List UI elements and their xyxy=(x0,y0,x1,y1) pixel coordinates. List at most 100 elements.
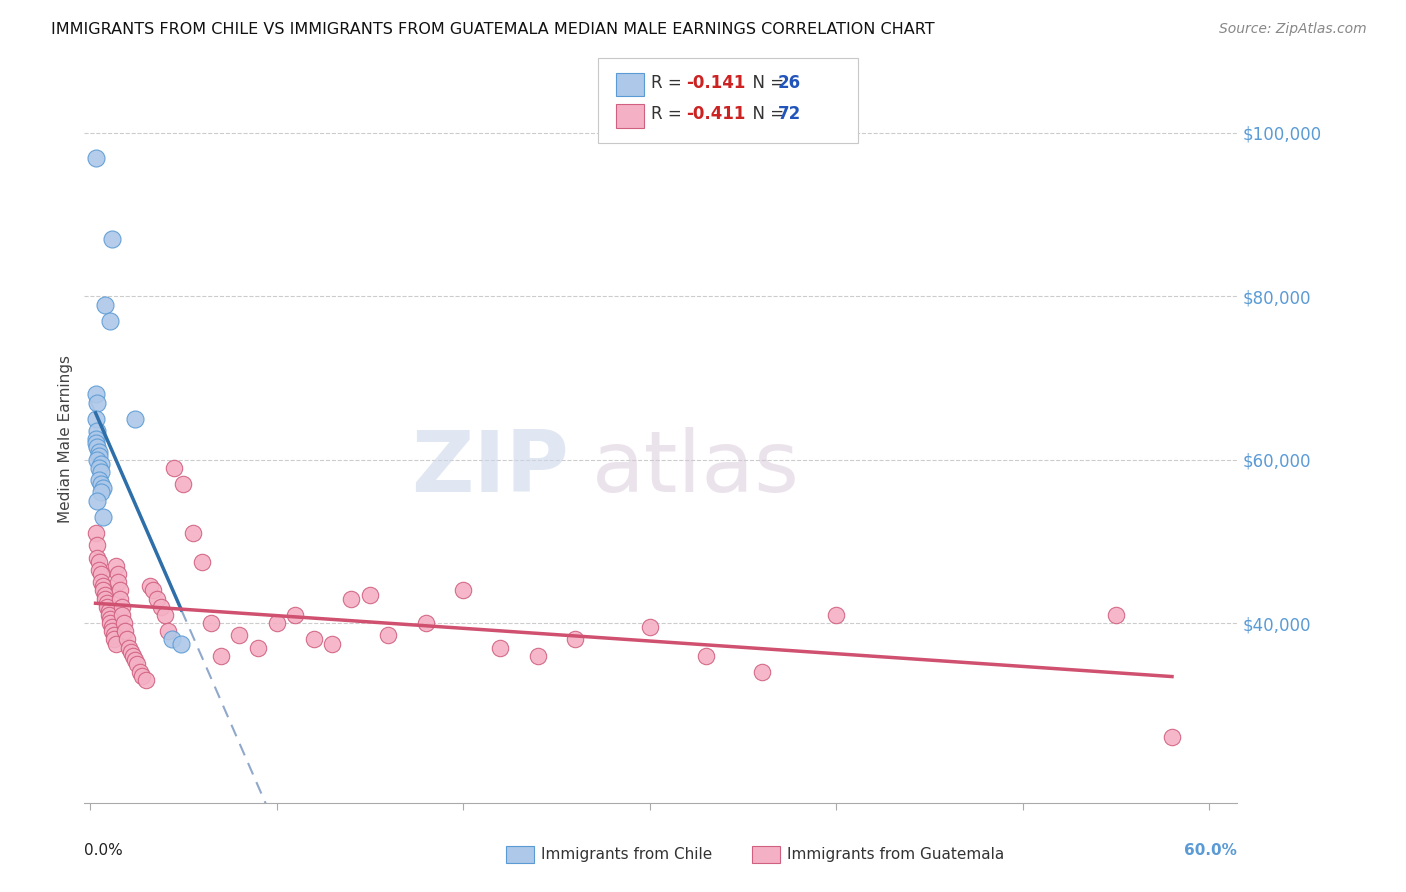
Point xyxy=(89,473,111,487)
Point xyxy=(321,636,343,650)
Point xyxy=(564,632,586,647)
Point xyxy=(96,596,118,610)
Point xyxy=(181,526,204,541)
Point xyxy=(89,449,111,463)
Point xyxy=(172,477,194,491)
Point xyxy=(153,607,176,622)
Point xyxy=(1105,607,1128,622)
Point xyxy=(100,612,122,626)
Point xyxy=(157,624,180,639)
Point xyxy=(105,636,128,650)
Point xyxy=(84,432,107,446)
Text: 26: 26 xyxy=(778,74,800,92)
Point xyxy=(302,632,325,647)
Point xyxy=(100,616,122,631)
Text: Immigrants from Guatemala: Immigrants from Guatemala xyxy=(787,847,1005,862)
Text: -0.411: -0.411 xyxy=(686,105,745,123)
Point xyxy=(89,461,111,475)
Point xyxy=(89,444,111,458)
Point xyxy=(103,632,125,647)
Point xyxy=(90,485,112,500)
Point xyxy=(91,583,114,598)
Point xyxy=(86,452,108,467)
Text: IMMIGRANTS FROM CHILE VS IMMIGRANTS FROM GUATEMALA MEDIAN MALE EARNINGS CORRELAT: IMMIGRANTS FROM CHILE VS IMMIGRANTS FROM… xyxy=(51,22,934,37)
Point xyxy=(117,632,139,647)
Point xyxy=(340,591,363,606)
Point xyxy=(120,645,142,659)
Point xyxy=(90,465,112,479)
Point xyxy=(89,563,111,577)
Text: 0.0%: 0.0% xyxy=(84,843,124,858)
Text: 72: 72 xyxy=(778,105,801,123)
Point xyxy=(121,648,143,663)
Point xyxy=(103,628,125,642)
Text: ZIP: ZIP xyxy=(411,427,568,510)
Point xyxy=(86,493,108,508)
Point xyxy=(100,314,122,328)
Point xyxy=(111,607,134,622)
Point xyxy=(131,669,153,683)
Point xyxy=(84,526,107,541)
Point xyxy=(160,632,183,647)
Point xyxy=(451,583,474,598)
Point xyxy=(84,151,107,165)
Point xyxy=(246,640,269,655)
Text: -0.141: -0.141 xyxy=(686,74,745,92)
Point xyxy=(90,575,112,590)
Point xyxy=(638,620,661,634)
Point xyxy=(1161,731,1184,745)
Y-axis label: Median Male Earnings: Median Male Earnings xyxy=(58,355,73,524)
Text: N =: N = xyxy=(742,105,790,123)
Point xyxy=(86,441,108,455)
Point xyxy=(112,616,135,631)
Point xyxy=(284,607,307,622)
Text: R =: R = xyxy=(651,105,688,123)
Point xyxy=(86,395,108,409)
Point xyxy=(107,567,129,582)
Point xyxy=(200,616,222,631)
Point xyxy=(94,591,117,606)
Text: N =: N = xyxy=(742,74,790,92)
Point xyxy=(228,628,250,642)
Point xyxy=(90,457,112,471)
Point xyxy=(97,604,120,618)
Point xyxy=(101,624,124,639)
Point xyxy=(359,587,381,601)
Point xyxy=(377,628,399,642)
Point xyxy=(266,616,288,631)
Point xyxy=(142,583,165,598)
Point xyxy=(86,424,108,438)
Point xyxy=(90,567,112,582)
Point xyxy=(97,607,120,622)
Point xyxy=(94,587,117,601)
Point xyxy=(114,624,136,639)
Point xyxy=(107,575,129,590)
Point xyxy=(86,550,108,565)
Point xyxy=(91,579,114,593)
Point xyxy=(101,232,124,246)
Point xyxy=(825,607,848,622)
Point xyxy=(84,412,107,426)
Point xyxy=(94,297,117,311)
Point xyxy=(84,387,107,401)
Point xyxy=(191,555,214,569)
Point xyxy=(86,539,108,553)
Point xyxy=(118,640,141,655)
Point xyxy=(526,648,548,663)
Point xyxy=(96,599,118,614)
Point xyxy=(84,436,107,450)
Point xyxy=(124,412,146,426)
Point xyxy=(124,653,146,667)
Point xyxy=(695,648,717,663)
Text: 60.0%: 60.0% xyxy=(1184,843,1237,858)
Point xyxy=(146,591,169,606)
Point xyxy=(91,509,114,524)
Point xyxy=(105,558,128,573)
Point xyxy=(129,665,152,679)
Point xyxy=(415,616,437,631)
Point xyxy=(89,555,111,569)
Text: R =: R = xyxy=(651,74,688,92)
Point xyxy=(108,583,131,598)
Point xyxy=(91,481,114,495)
Point xyxy=(170,636,193,650)
